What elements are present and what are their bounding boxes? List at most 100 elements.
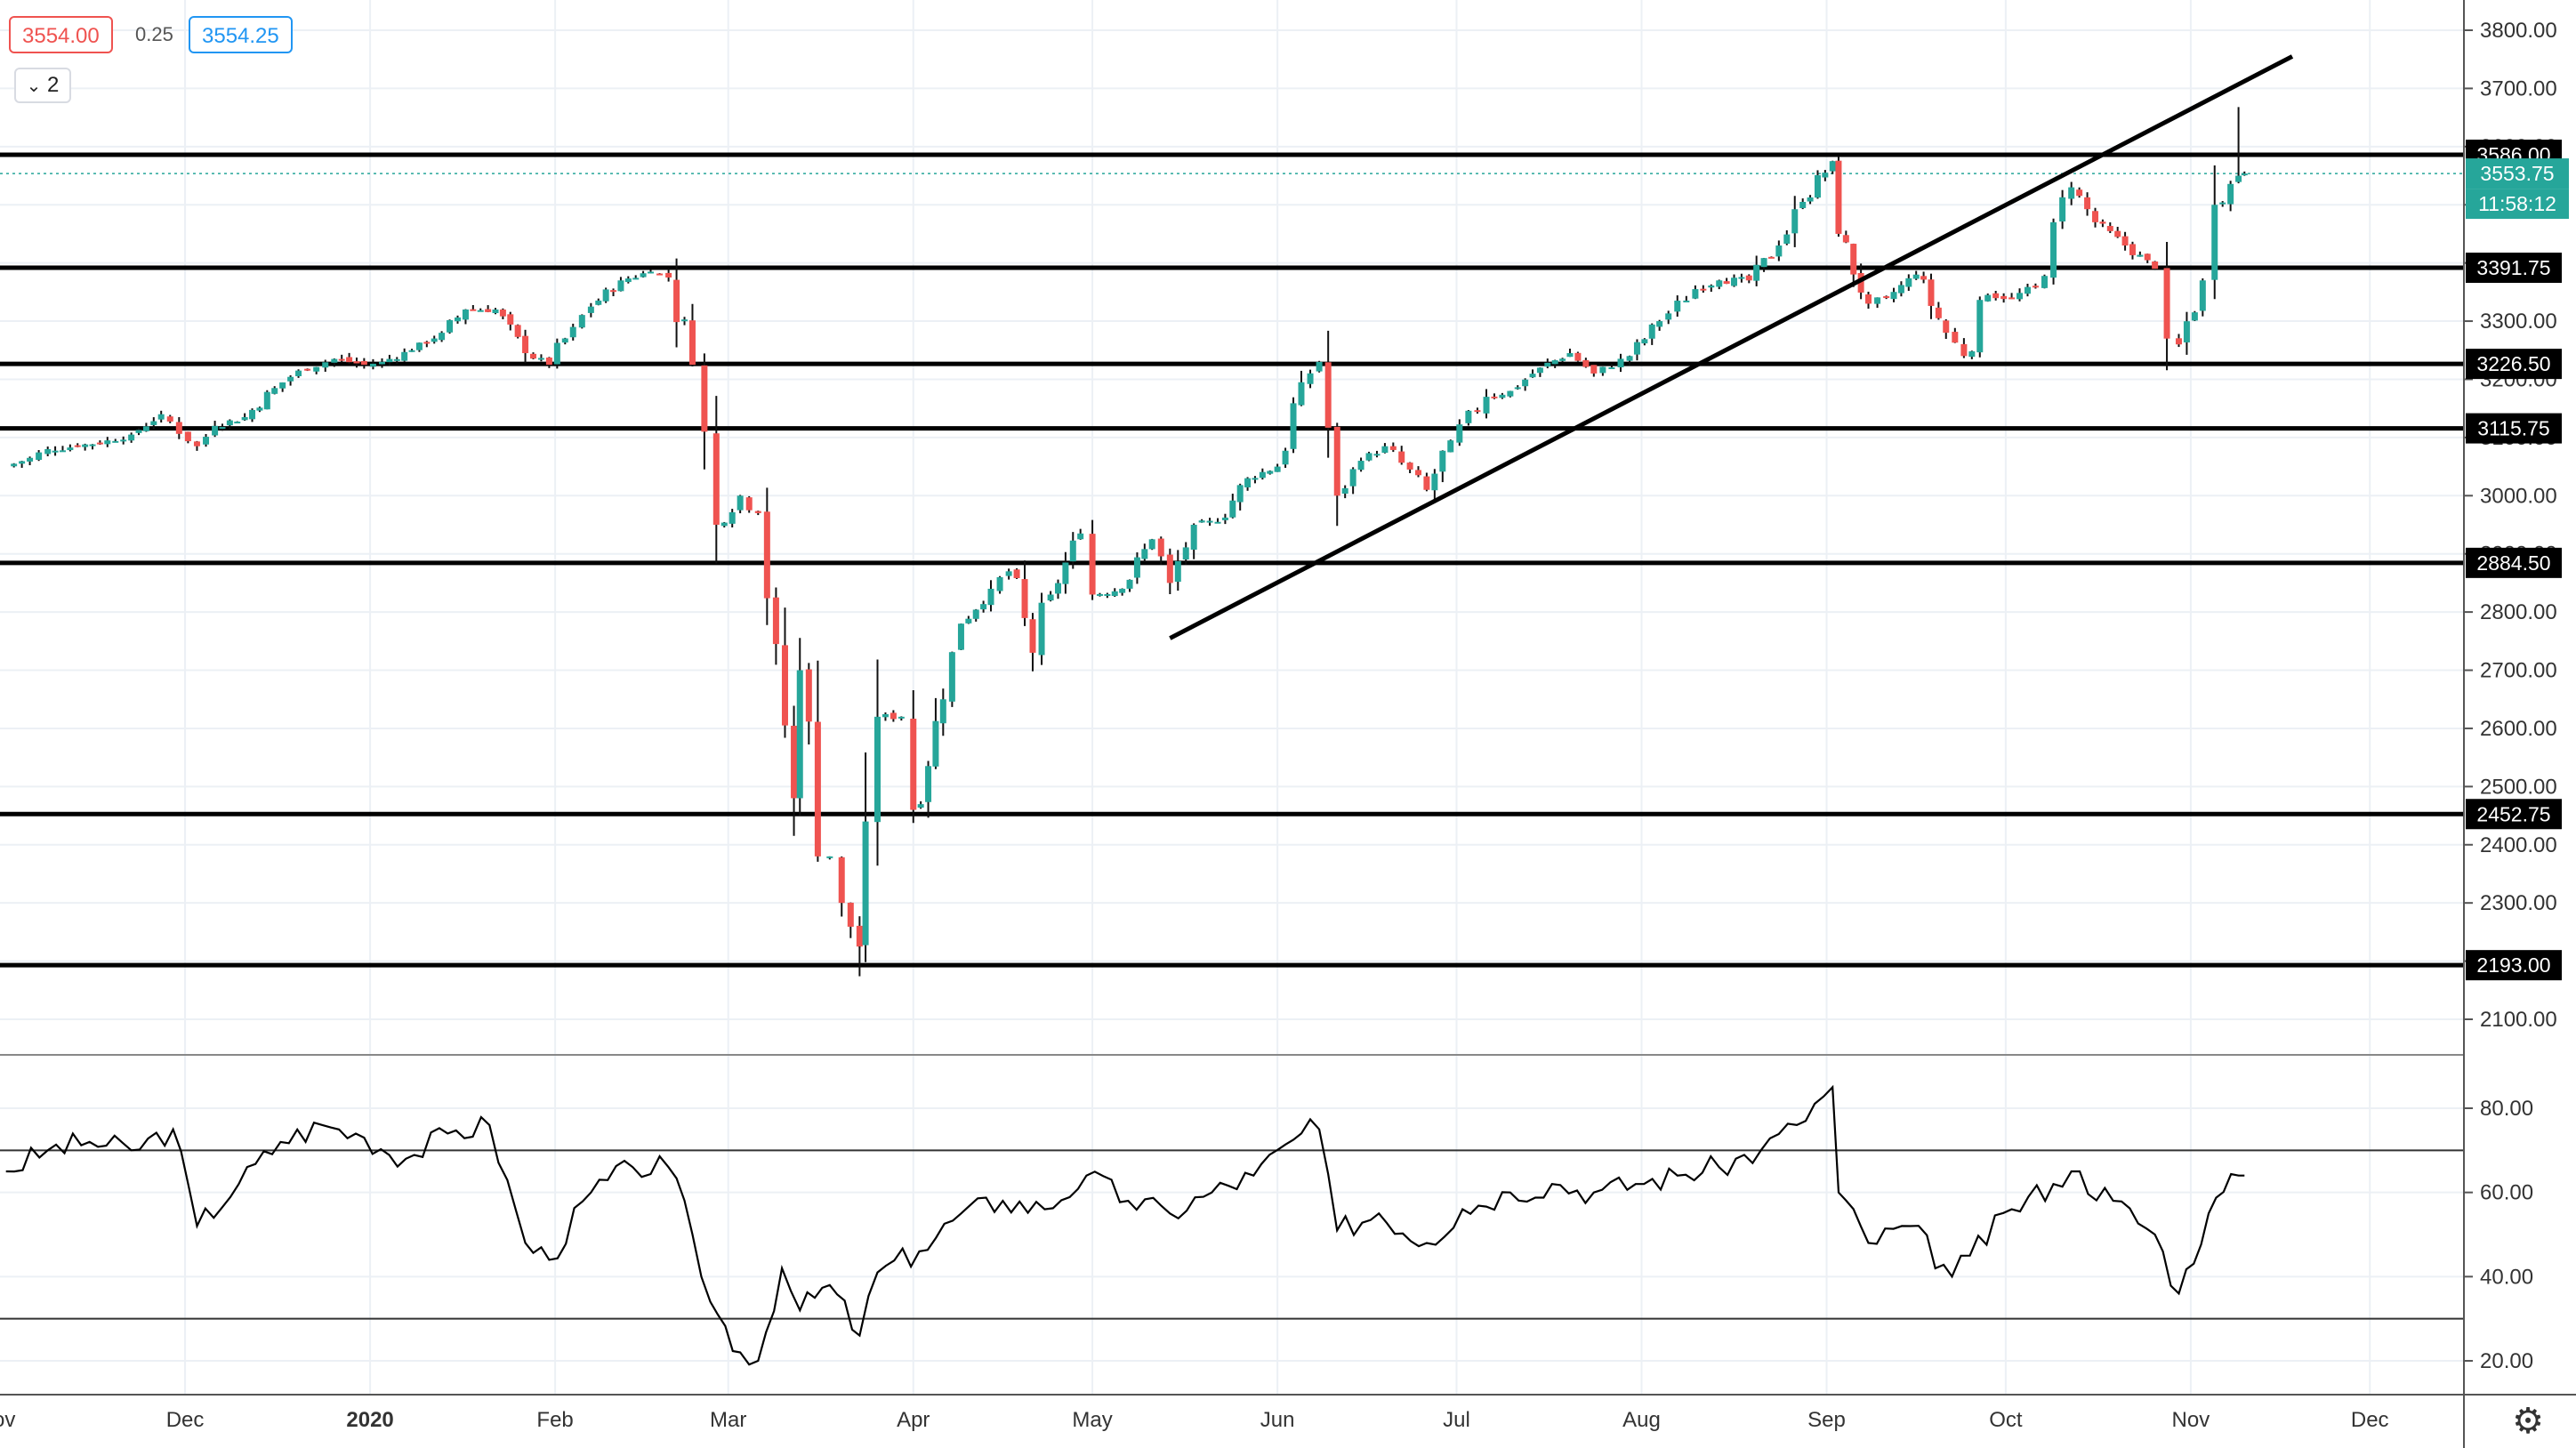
candle: [507, 311, 514, 331]
candle: [1738, 273, 1745, 283]
candle: [1952, 327, 1959, 343]
candle-body: [1807, 197, 1814, 202]
candle-body: [1005, 571, 1012, 576]
candle: [11, 463, 18, 468]
candle: [996, 575, 1003, 594]
candle: [1943, 318, 1950, 340]
candle: [530, 352, 537, 359]
candle: [1920, 271, 1928, 284]
ask-price-box[interactable]: 3554.25: [189, 16, 293, 53]
candle: [2219, 201, 2226, 207]
candle: [175, 417, 182, 439]
candle-body: [52, 450, 59, 453]
candle-body: [1928, 279, 1935, 306]
candle-body: [304, 368, 311, 371]
candle-body: [378, 361, 385, 365]
candle-body: [462, 309, 469, 320]
candle-body: [838, 857, 845, 904]
y-tick-label: 2400.00: [2480, 833, 2557, 857]
candle-body: [1406, 463, 1413, 470]
osc-y-tick-label: 20.00: [2480, 1349, 2533, 1373]
collapse-indicators-button[interactable]: ⌄ 2: [14, 68, 71, 103]
candle-body: [2092, 211, 2099, 222]
candle-body: [1267, 471, 1274, 474]
candle-body: [2076, 189, 2083, 197]
candle: [1182, 542, 1189, 565]
candle: [1850, 243, 1857, 287]
candle-body: [2024, 286, 2031, 294]
level-price-tag-label: 2452.75: [2476, 802, 2550, 825]
candle: [439, 331, 446, 342]
candle-body: [1775, 245, 1783, 257]
candle: [492, 308, 499, 315]
candle-body: [346, 357, 353, 363]
candle-body: [2114, 230, 2121, 237]
candle: [378, 358, 385, 368]
candle: [27, 456, 34, 466]
candle: [874, 659, 881, 866]
candle: [781, 607, 788, 738]
candle-body: [1214, 521, 1221, 524]
x-tick-label: Apr: [897, 1408, 930, 1432]
candle: [617, 277, 624, 292]
candle-body: [862, 821, 869, 945]
candle: [980, 600, 987, 613]
candle-body: [1333, 426, 1340, 496]
candle: [701, 353, 708, 470]
candle: [1221, 513, 1228, 525]
oscillator-line: [5, 1084, 2245, 1366]
candle: [1267, 470, 1274, 475]
candle: [353, 357, 360, 368]
candle-body: [360, 360, 367, 366]
candle: [1465, 409, 1472, 426]
candle-body: [673, 279, 680, 323]
candle: [241, 413, 248, 422]
candle-body: [1582, 359, 1590, 367]
candle: [1767, 256, 1775, 259]
candle: [1029, 613, 1036, 672]
bid-price-box[interactable]: 3554.00: [9, 16, 113, 53]
trendline[interactable]: [1169, 54, 2294, 640]
candle: [925, 760, 932, 818]
candle-body: [1474, 410, 1481, 413]
candle-body: [19, 461, 26, 464]
candle: [1984, 293, 1992, 302]
candle-body: [737, 495, 744, 511]
candle-body: [948, 652, 955, 702]
gear-icon[interactable]: ⚙: [2512, 1402, 2544, 1441]
candle: [1683, 295, 1690, 302]
candle: [2175, 334, 2182, 348]
candle: [553, 338, 560, 369]
candle: [1456, 419, 1463, 446]
candle-body: [632, 278, 640, 280]
candle: [36, 450, 43, 462]
candle: [720, 521, 728, 528]
candle-body: [1522, 379, 1529, 387]
candle-body: [157, 414, 165, 420]
candle: [2235, 174, 2242, 184]
candle: [52, 446, 59, 456]
candle-body: [1483, 397, 1490, 414]
candle: [256, 406, 263, 413]
candle: [1753, 255, 1760, 286]
candle-body: [1865, 294, 1872, 304]
candle: [1674, 295, 1681, 318]
candle-body: [1968, 351, 1976, 358]
candle: [987, 580, 994, 612]
candle-body: [249, 409, 256, 420]
candle-body: [2199, 280, 2206, 311]
candle: [2024, 283, 2031, 297]
candle: [249, 408, 256, 422]
candle: [1960, 338, 1968, 358]
level-price-tag-label: 3391.75: [2476, 256, 2550, 279]
candle-body: [1038, 602, 1045, 656]
candle: [1883, 295, 1890, 300]
candle-body: [1055, 583, 1062, 594]
candle: [203, 433, 210, 447]
candle: [1307, 369, 1314, 389]
candle: [2099, 219, 2106, 228]
candle-body: [720, 522, 728, 527]
candle: [729, 509, 736, 527]
candle-body: [1753, 264, 1760, 281]
